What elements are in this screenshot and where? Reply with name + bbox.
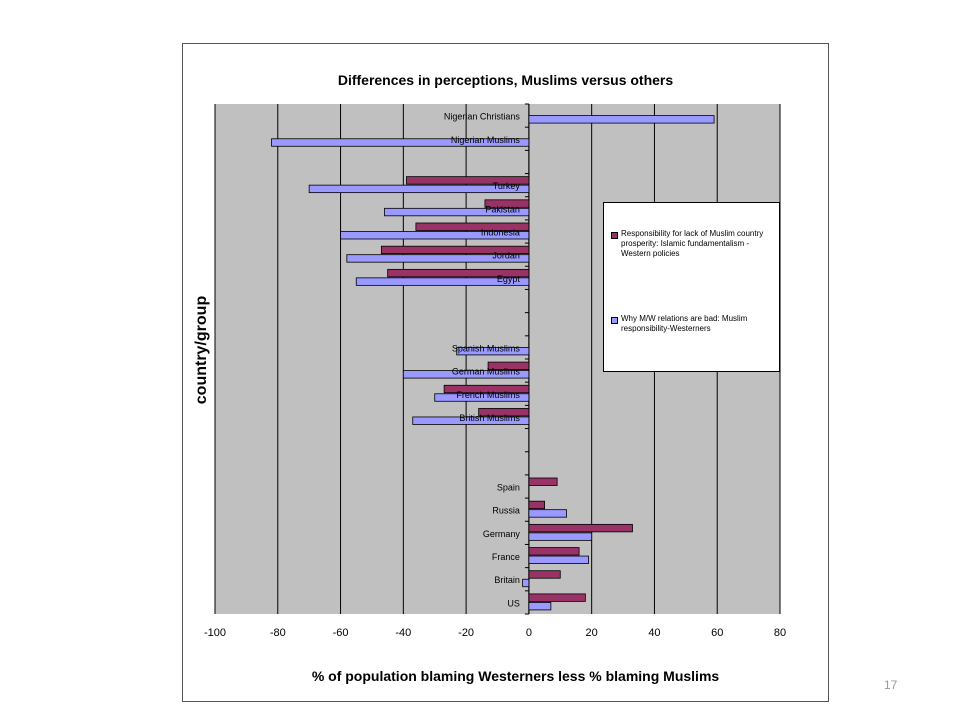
category-label: Germany [483, 529, 521, 539]
bar-series2 [528, 602, 552, 611]
legend-swatch-series2 [611, 317, 618, 324]
category-label: Spain [497, 483, 520, 493]
bar-series2 [355, 277, 530, 286]
category-label: Jordan [492, 251, 520, 261]
bar-series1 [478, 408, 530, 417]
bar-series2 [456, 347, 530, 356]
bar-series1 [528, 523, 633, 533]
bar-series2 [271, 138, 530, 147]
bar-series1 [484, 199, 530, 208]
category-label: Britain [494, 575, 520, 585]
x-tick-label: 20 [586, 627, 598, 639]
bar-series2 [528, 555, 589, 564]
x-tick-label: 0 [526, 627, 532, 639]
bar-series1 [387, 268, 530, 278]
bar-series1 [443, 384, 530, 394]
category-label: US [507, 598, 520, 608]
x-tick-label: -60 [333, 627, 349, 639]
x-tick-label: 60 [711, 627, 723, 639]
bar-series2 [528, 532, 593, 541]
category-label: Indonesia [481, 228, 520, 238]
bar-series2 [384, 207, 530, 217]
legend-label-series2: Why M/W relations are bad: Muslim respon… [621, 314, 748, 333]
bar-series2 [308, 184, 530, 194]
legend-item-series1: Responsibility for lack of Muslim countr… [611, 229, 776, 259]
bar-series1 [415, 222, 530, 231]
bar-series2 [340, 231, 530, 240]
bar-series1 [487, 361, 530, 370]
chart-legend: Responsibility for lack of Muslim countr… [603, 202, 780, 372]
category-label: France [492, 552, 520, 562]
bar-series2 [412, 416, 530, 425]
x-tick-label: -100 [204, 627, 226, 639]
bar-series2 [402, 370, 530, 379]
bar-series1 [528, 570, 561, 579]
category-label: Nigerian Christians [444, 112, 521, 122]
x-tick-label: 80 [774, 627, 786, 639]
bar-series1 [380, 245, 530, 255]
x-tick-label: -40 [395, 627, 411, 639]
category-label: British Muslims [459, 413, 520, 423]
category-label: Nigerian Muslims [451, 135, 521, 145]
category-label: French Muslims [456, 390, 520, 400]
bar-series2 [346, 254, 530, 263]
legend-swatch-series1 [611, 232, 618, 239]
x-tick-label: -80 [270, 627, 286, 639]
bar-series2 [528, 115, 715, 124]
x-axis-label: % of population blaming Westerners less … [311, 668, 720, 684]
bar-series1 [528, 477, 558, 486]
bar-series1 [528, 547, 580, 556]
bar-series2 [434, 393, 530, 402]
category-label: Russia [492, 506, 520, 516]
chart-title: Differences in perceptions, Muslims vers… [337, 72, 674, 88]
category-label: Turkey [493, 181, 521, 191]
x-tick-label: 40 [648, 627, 660, 639]
category-label: German Muslims [452, 367, 521, 377]
category-label: Pakistan [485, 204, 520, 214]
x-tick-label: -20 [458, 627, 474, 639]
bar-series1 [528, 500, 545, 510]
bar-series1 [406, 176, 530, 185]
bar-series2 [522, 578, 530, 588]
legend-item-series2: Why M/W relations are bad: Muslim respon… [611, 314, 776, 334]
legend-label-series1: Responsibility for lack of Muslim countr… [621, 229, 764, 258]
bar-series2 [528, 509, 567, 518]
slide-number: 17 [884, 678, 898, 692]
bar-series1 [528, 593, 586, 602]
y-axis-label: country/group [193, 295, 210, 405]
category-label: Spanish Muslims [452, 343, 521, 353]
category-label: Egypt [497, 274, 521, 284]
